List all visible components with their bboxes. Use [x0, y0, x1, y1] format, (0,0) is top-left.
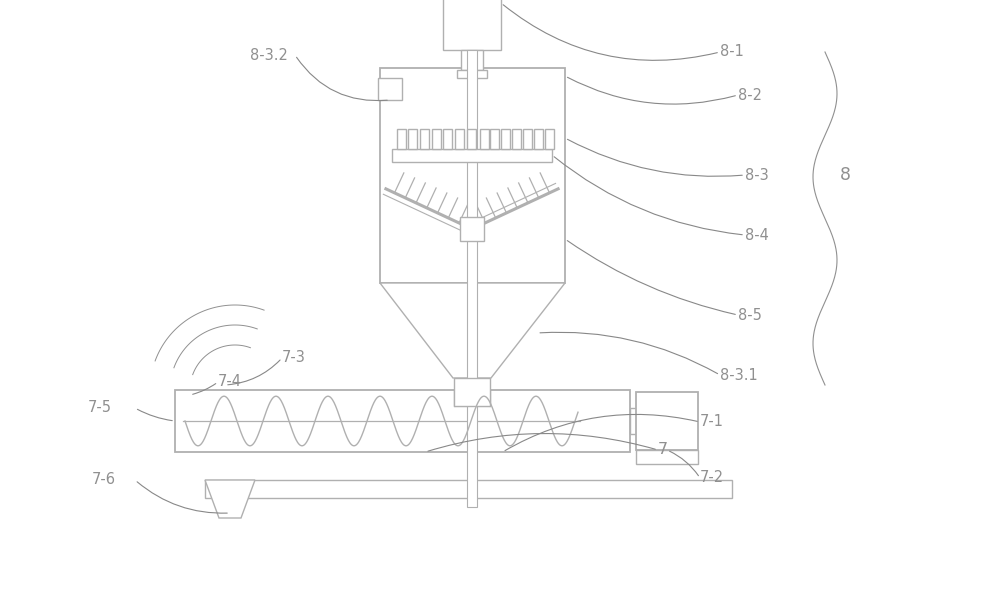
Bar	[467, 50, 477, 507]
Text: 7-4: 7-4	[218, 374, 242, 389]
Text: 7-1: 7-1	[700, 414, 724, 429]
Text: 8-2: 8-2	[738, 88, 762, 103]
Bar	[408, 129, 417, 149]
Polygon shape	[380, 283, 565, 378]
Bar	[545, 129, 554, 149]
Bar	[443, 129, 452, 149]
Bar	[630, 408, 644, 434]
Text: 8-1: 8-1	[720, 45, 744, 60]
Bar	[457, 70, 487, 78]
Text: 7-6: 7-6	[92, 472, 116, 488]
Bar	[454, 378, 490, 406]
Bar	[534, 129, 543, 149]
Text: 8: 8	[840, 166, 851, 184]
Bar	[523, 129, 532, 149]
Bar	[397, 129, 406, 149]
Bar	[392, 149, 552, 162]
Bar	[380, 68, 565, 283]
Bar	[205, 480, 732, 498]
Bar	[467, 129, 476, 149]
Text: 8-3.2: 8-3.2	[250, 48, 288, 63]
Bar	[636, 450, 698, 464]
Bar	[455, 129, 464, 149]
Bar	[432, 129, 441, 149]
Text: 8-3: 8-3	[745, 168, 769, 183]
Bar	[454, 390, 490, 406]
Text: 8-5: 8-5	[738, 307, 762, 322]
Text: 7-3: 7-3	[282, 350, 306, 365]
Bar	[461, 50, 483, 70]
Bar	[490, 129, 499, 149]
Bar	[501, 129, 510, 149]
Polygon shape	[205, 480, 255, 518]
Text: 7: 7	[658, 442, 668, 457]
Bar	[480, 129, 489, 149]
Bar	[512, 129, 521, 149]
Bar	[175, 390, 630, 452]
Text: 7-5: 7-5	[88, 401, 112, 416]
Bar	[420, 129, 429, 149]
Bar	[460, 217, 484, 241]
Text: 8-4: 8-4	[745, 227, 769, 242]
Text: 7-2: 7-2	[700, 470, 724, 485]
Bar	[378, 78, 402, 100]
Bar	[443, 0, 501, 50]
Bar	[636, 392, 698, 450]
Text: 8-3.1: 8-3.1	[720, 368, 758, 383]
